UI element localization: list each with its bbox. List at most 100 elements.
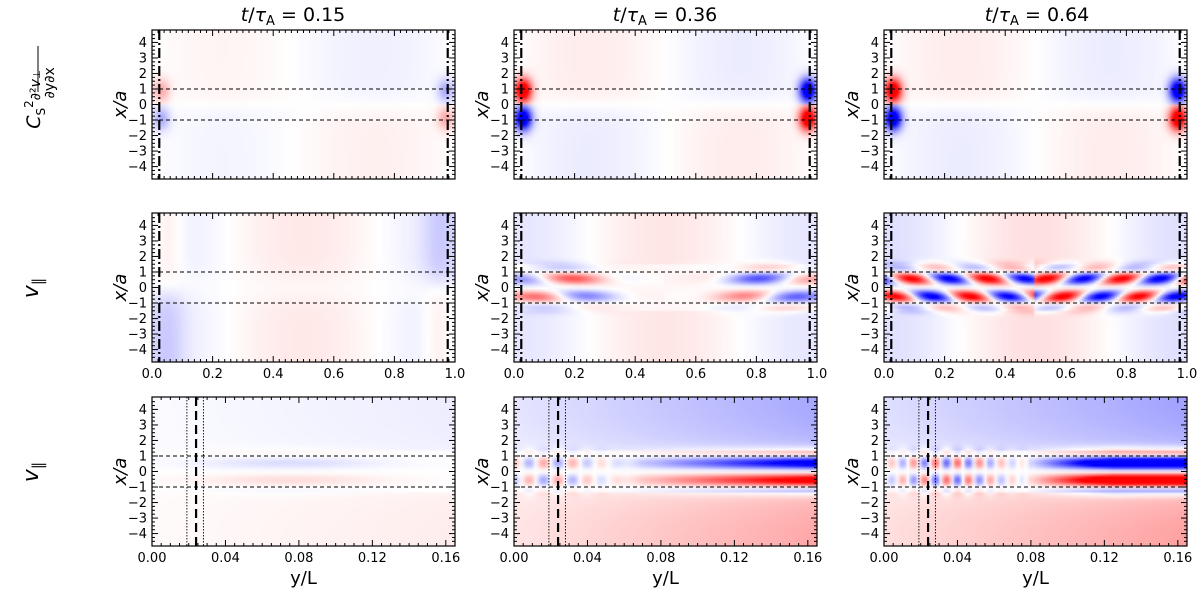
y-tick-label: 4	[501, 403, 509, 418]
heatmap-r2-c3	[884, 213, 1187, 362]
y-tick-label: 4	[501, 219, 509, 234]
y-tick-label: −2	[860, 496, 879, 511]
row-label-1: CS2∂²v⊥∂y∂x	[22, 46, 58, 129]
y-tick-label: 2	[139, 434, 147, 449]
x-ticks	[151, 213, 456, 362]
y-tick-label: −2	[128, 312, 147, 327]
y-tick-label: −2	[128, 129, 147, 144]
y-axis-label: x/a	[472, 91, 493, 120]
heatmap-r2-c2	[514, 213, 817, 362]
y-axis-label: x/a	[842, 458, 863, 487]
y-tick-label: 0	[501, 465, 509, 480]
x-tick-label: 1.0	[1177, 367, 1198, 382]
x-tick-label: 0.16	[1163, 551, 1192, 566]
x-axis-label: y/L	[652, 568, 679, 589]
x-tick-label: 0.04	[211, 551, 240, 566]
y-tick-label: 0	[871, 98, 879, 113]
y-tick-label: 3	[871, 234, 879, 249]
y-tick-label: 1	[501, 265, 509, 280]
y-tick-label: 2	[501, 250, 509, 265]
y-tick-label: −1	[128, 297, 147, 312]
x-ticks	[883, 213, 1188, 362]
y-tick-label: −2	[490, 312, 509, 327]
y-tick-label: −4	[860, 160, 879, 175]
y-tick-label: 4	[501, 36, 509, 51]
y-axis-label: x/a	[110, 274, 131, 303]
y-tick-label: 1	[501, 82, 509, 97]
y-tick-label: 2	[871, 434, 879, 449]
y-tick-label: −1	[860, 297, 879, 312]
x-tick-label: 0.4	[625, 367, 646, 382]
y-tick-label: 4	[139, 403, 147, 418]
y-tick-label: −4	[128, 160, 147, 175]
y-tick-label: −1	[128, 481, 147, 496]
y-tick-label: 4	[871, 36, 879, 51]
x-ticks	[513, 30, 818, 179]
y-tick-label: 2	[871, 250, 879, 265]
row-labels: CS2∂²v⊥∂y∂x v∥ v∥	[19, 46, 58, 482]
heatmap-r1-c1	[152, 30, 455, 179]
y-tick-label: −3	[128, 145, 147, 160]
x-tick-label: 0.0	[874, 367, 895, 382]
y-tick-label: 0	[871, 281, 879, 296]
x-tick-label: 0.2	[202, 367, 223, 382]
x-tick-label: 0.04	[943, 551, 972, 566]
x-tick-label: 0.12	[720, 551, 749, 566]
y-tick-label: 4	[139, 219, 147, 234]
x-tick-label: 0.0	[504, 367, 525, 382]
y-tick-label: −4	[490, 343, 509, 358]
y-tick-label: −4	[128, 343, 147, 358]
y-tick-label: 2	[871, 67, 879, 82]
y-ticks	[152, 217, 455, 358]
x-tick-label: 0.8	[746, 367, 767, 382]
y-tick-label: −2	[860, 312, 879, 327]
x-ticks	[151, 397, 456, 546]
x-tick-label: 0.08	[284, 551, 313, 566]
x-ticks	[883, 30, 1188, 179]
x-ticks	[513, 213, 818, 362]
y-tick-label: 2	[501, 434, 509, 449]
panels: −4−3−2−101234x/a−4−3−2−101234x/a−4−3−2−1…	[110, 29, 1198, 589]
y-tick-label: −4	[490, 160, 509, 175]
svg-text:CS2∂²v⊥∂y∂x: CS2∂²v⊥∂y∂x	[22, 67, 58, 128]
y-tick-label: 3	[139, 418, 147, 433]
y-axis-label: x/a	[472, 274, 493, 303]
y-axis-label: x/a	[110, 91, 131, 120]
y-tick-label: 4	[871, 403, 879, 418]
x-tick-label: 0.2	[564, 367, 585, 382]
y-axis-label: x/a	[110, 458, 131, 487]
y-tick-label: −2	[860, 129, 879, 144]
y-axis-label: x/a	[472, 458, 493, 487]
x-tick-label: 0.4	[995, 367, 1016, 382]
y-tick-label: −1	[128, 114, 147, 129]
y-axis-label: x/a	[842, 91, 863, 120]
y-tick-label: 0	[871, 465, 879, 480]
row-label-2: v∥	[19, 278, 47, 299]
y-tick-label: −3	[860, 328, 879, 343]
y-tick-label: 4	[871, 219, 879, 234]
y-tick-label: −1	[860, 481, 879, 496]
y-tick-label: 2	[139, 250, 147, 265]
y-tick-label: 3	[501, 418, 509, 433]
y-ticks	[884, 401, 1187, 542]
x-tick-label: 0.6	[685, 367, 706, 382]
y-ticks	[884, 34, 1187, 175]
y-tick-label: 2	[501, 67, 509, 82]
y-tick-label: −3	[490, 145, 509, 160]
y-tick-label: 1	[501, 449, 509, 464]
y-tick-label: 0	[139, 281, 147, 296]
x-tick-label: 0.00	[500, 551, 529, 566]
y-tick-label: −4	[860, 527, 879, 542]
y-tick-label: −2	[490, 129, 509, 144]
x-tick-label: 0.12	[358, 551, 387, 566]
x-ticks	[513, 397, 818, 546]
y-axis-label: x/a	[842, 274, 863, 303]
x-tick-label: 0.16	[793, 551, 822, 566]
x-tick-label: 0.00	[870, 551, 899, 566]
y-tick-label: 3	[871, 418, 879, 433]
